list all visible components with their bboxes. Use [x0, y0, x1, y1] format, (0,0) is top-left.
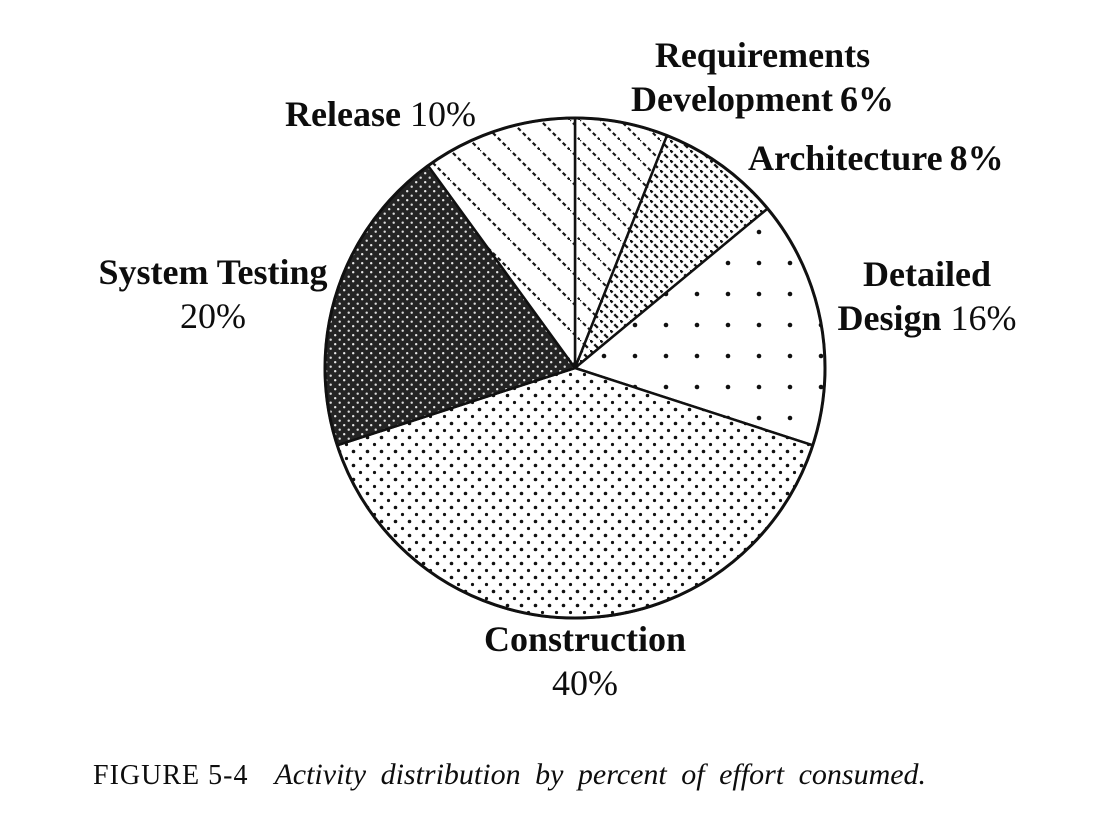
label-requirements-line1: Requirements: [654, 35, 871, 75]
label-construction-line1: Construction: [483, 619, 686, 659]
label-construction: Construction 40%: [430, 617, 740, 705]
label-detailed-design: Detailed Design 16%: [790, 252, 1064, 340]
value-release-pct: 10%: [409, 94, 476, 134]
label-system-testing: System Testing 20%: [40, 250, 386, 338]
figure-caption-text: Activity distribution by percent of effo…: [274, 758, 927, 791]
label-requirements-line2: Development 6%: [631, 79, 894, 119]
value-architecture-pct: 8%: [949, 138, 1004, 178]
value-detailed-pct: 16%: [950, 298, 1017, 338]
value-construction-pct: 40%: [552, 663, 618, 703]
figure-caption: FIGURE 5-4 Activity distribution by perce…: [93, 758, 926, 792]
label-detailed-line2: Design 16%: [837, 298, 1017, 338]
label-requirements-development: Requirements Development 6%: [570, 33, 955, 121]
label-detailed-line1: Detailed: [863, 254, 991, 294]
label-architecture: Architecture 8%: [748, 138, 1004, 178]
value-requirements-pct: 6%: [839, 79, 894, 119]
figure-number: FIGURE 5-4: [93, 760, 249, 791]
value-system-testing-pct: 20%: [180, 296, 246, 336]
label-system-testing-line1: System Testing: [98, 252, 328, 292]
label-release: Release 10%: [285, 94, 476, 134]
pie-outline: [323, 116, 827, 620]
